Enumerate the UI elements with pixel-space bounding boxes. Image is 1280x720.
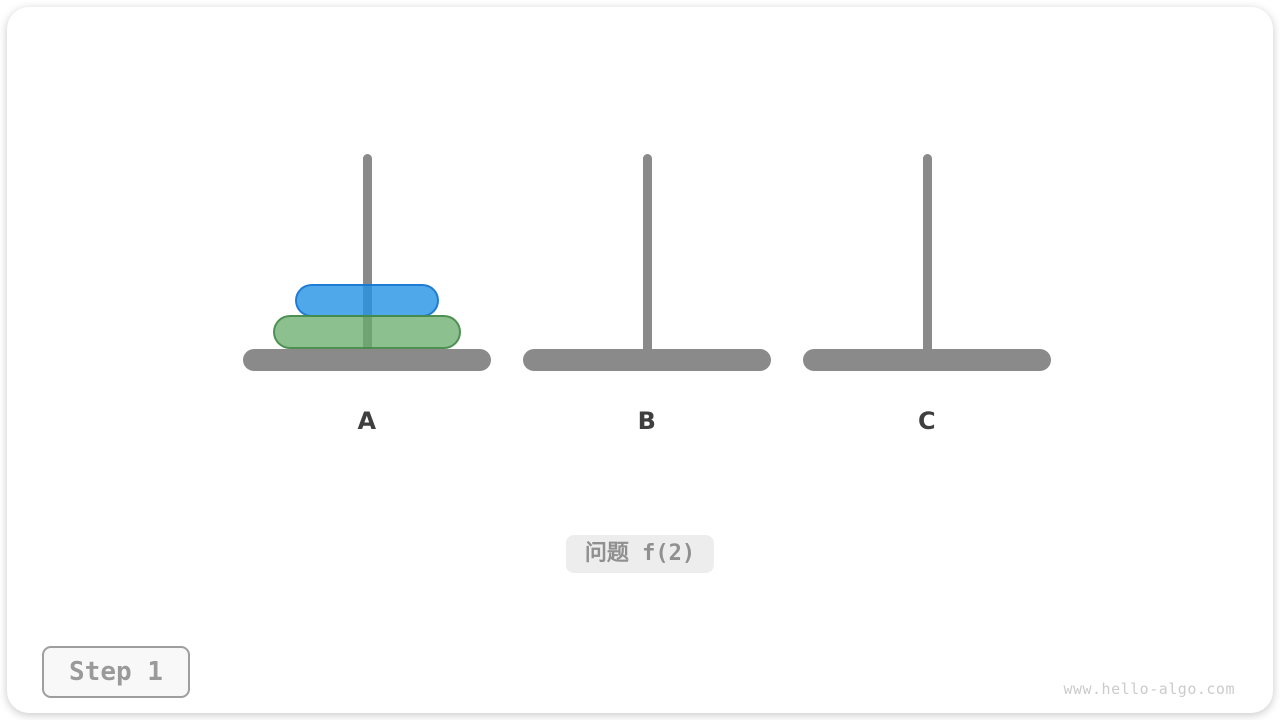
peg-b-base — [523, 349, 771, 371]
hanoi-figure-card: A B C 问题 f(2) Step 1 www.hello-algo.com — [7, 7, 1273, 713]
peg-a-disk-large — [273, 315, 461, 349]
peg-b-pole — [642, 154, 652, 362]
peg-b-label: B — [637, 407, 657, 435]
peg-a-disk-small — [295, 284, 439, 317]
step-badge: Step 1 — [42, 646, 190, 698]
peg-c-base — [803, 349, 1051, 371]
peg-c: C — [803, 154, 1051, 444]
peg-c-label: C — [917, 407, 937, 435]
peg-b: B — [523, 154, 771, 444]
peg-a-pole — [362, 154, 372, 362]
peg-c-pole — [922, 154, 932, 362]
peg-a: A — [243, 154, 491, 444]
problem-badge: 问题 f(2) — [565, 535, 715, 573]
peg-a-label: A — [357, 407, 377, 435]
peg-a-base — [243, 349, 491, 371]
watermark: www.hello-algo.com — [1063, 680, 1235, 698]
